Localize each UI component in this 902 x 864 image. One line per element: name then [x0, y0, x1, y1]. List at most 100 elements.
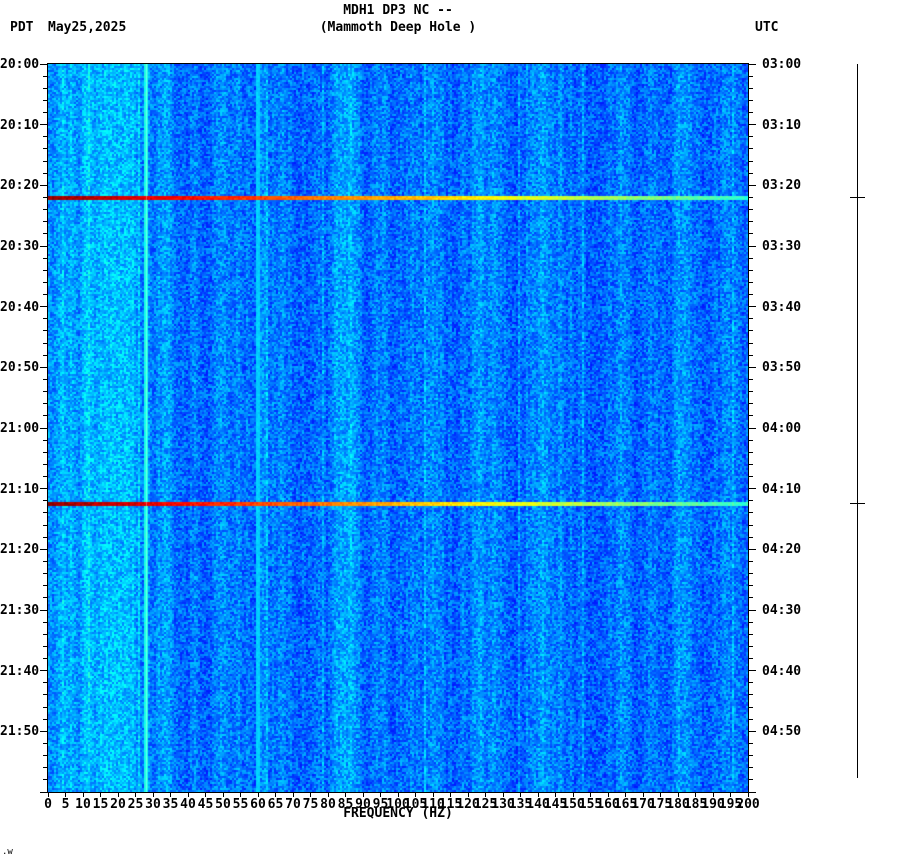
x-label: 45: [197, 797, 214, 812]
x-label: 10: [75, 797, 91, 812]
y-tick-right: [749, 124, 756, 126]
y-tick-left: [43, 269, 47, 271]
y-tick-left: [43, 682, 47, 684]
x-label: 35: [162, 797, 179, 812]
y-tick-left: [43, 706, 47, 708]
y-tick-left: [43, 148, 47, 150]
x-tick: [292, 793, 294, 797]
y-tick-left: [43, 463, 47, 465]
y-tick-right: [749, 427, 756, 429]
y-tick-right: [749, 342, 753, 344]
x-tick: [432, 793, 434, 797]
x-tick: [537, 793, 539, 797]
x-label: 135: [508, 797, 533, 812]
x-label: 130: [491, 797, 515, 812]
x-tick: [380, 793, 381, 797]
x-tick: [625, 793, 626, 797]
y-label-right: 04:10: [762, 481, 802, 497]
x-tick: [257, 793, 259, 797]
y-tick-left: [40, 609, 47, 611]
spectrogram-canvas: [48, 64, 748, 792]
x-label: 55: [232, 797, 249, 812]
y-label-left: 21:30: [0, 603, 40, 618]
x-label: 65: [267, 797, 284, 812]
y-label-left: 20:20: [0, 178, 40, 194]
timezone-left-label: PDT: [10, 20, 34, 35]
y-tick-right: [749, 706, 753, 708]
y-tick-left: [43, 512, 47, 514]
y-tick-left: [43, 767, 47, 769]
x-tick: [590, 793, 591, 797]
x-tick: [362, 793, 364, 797]
station-subtitle: (Mammoth Deep Hole ): [319, 20, 477, 35]
y-tick-left: [43, 633, 47, 635]
x-tick: [205, 793, 206, 797]
x-label: 15: [92, 797, 109, 812]
y-tick-right: [749, 415, 753, 417]
y-tick-right: [749, 403, 753, 405]
y-tick-left: [43, 294, 47, 296]
y-label-right: 04:40: [762, 663, 802, 679]
x-tick: [660, 793, 661, 797]
y-tick-right: [749, 658, 753, 660]
y-tick-left: [43, 136, 47, 138]
y-tick-right: [749, 755, 753, 757]
x-tick: [187, 793, 189, 797]
right-scale-bar: [857, 64, 858, 778]
y-tick-left: [43, 354, 47, 356]
y-label-left: 20:40: [0, 299, 40, 315]
x-tick: [65, 793, 66, 797]
x-axis-title: FREQUENCY (HZ): [343, 806, 453, 821]
y-tick-right: [749, 160, 753, 162]
y-tick-left: [43, 87, 47, 89]
y-tick-right: [749, 148, 753, 150]
y-tick-right: [749, 233, 753, 235]
x-label: 0: [44, 797, 52, 812]
y-tick-left: [40, 427, 47, 429]
y-tick-left: [43, 196, 47, 198]
y-tick-left: [43, 524, 47, 526]
x-label: 140: [526, 797, 550, 812]
y-tick-right: [749, 378, 753, 380]
x-tick: [695, 793, 696, 797]
y-tick-left: [43, 281, 47, 283]
x-tick: [502, 793, 504, 797]
timezone-right-label: UTC: [755, 20, 779, 35]
x-label: 160: [596, 797, 620, 812]
y-label-right: 03:10: [762, 117, 802, 133]
y-label-right: 03:00: [762, 57, 802, 72]
x-label: 25: [127, 797, 144, 812]
y-tick-left: [43, 500, 47, 502]
y-label-right: 03:20: [762, 178, 802, 194]
x-label: 70: [285, 797, 301, 812]
y-tick-right: [749, 354, 753, 356]
y-tick-right: [749, 791, 756, 793]
x-tick: [100, 793, 101, 797]
x-tick: [747, 793, 749, 797]
y-tick-left: [40, 124, 47, 126]
x-tick: [222, 793, 224, 797]
y-tick-right: [749, 476, 753, 478]
y-label-left: 21:00: [0, 421, 40, 436]
y-tick-left: [43, 621, 47, 623]
y-tick-right: [749, 512, 753, 514]
x-label: 105: [403, 797, 428, 812]
y-tick-left: [40, 63, 47, 65]
y-tick-left: [43, 209, 47, 211]
y-tick-right: [749, 548, 756, 550]
y-tick-left: [43, 536, 47, 538]
y-tick-left: [40, 548, 47, 550]
y-tick-right: [749, 184, 756, 186]
y-tick-right: [749, 767, 753, 769]
y-tick-right: [749, 488, 756, 490]
y-tick-right: [749, 318, 753, 320]
x-tick: [327, 793, 329, 797]
x-label: 80: [320, 797, 336, 812]
y-tick-right: [749, 269, 753, 271]
station-title: MDH1 DP3 NC --: [343, 3, 453, 18]
y-tick-left: [43, 75, 47, 77]
y-tick-right: [749, 294, 753, 296]
x-tick: [152, 793, 154, 797]
x-tick: [397, 793, 399, 797]
y-tick-right: [749, 718, 753, 720]
